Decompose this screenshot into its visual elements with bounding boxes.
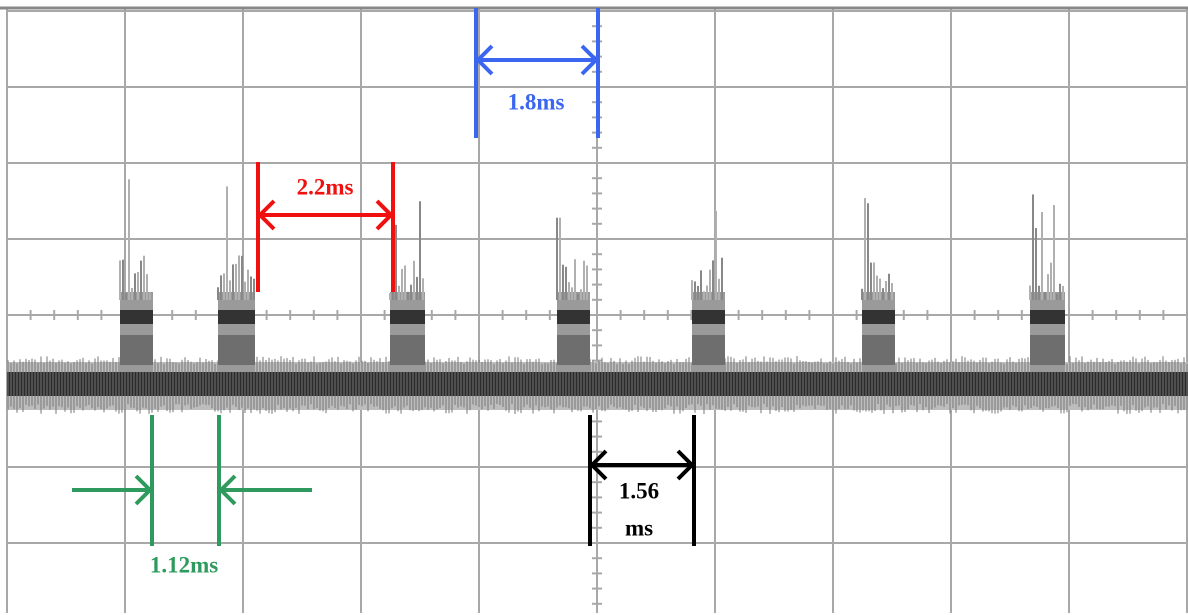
trace-band — [7, 372, 1188, 396]
page: {"annotations": { "blue": {"label": "1.8… — [0, 0, 1188, 615]
burst-mid — [1030, 335, 1065, 365]
burst-mid — [692, 335, 725, 365]
background — [0, 0, 1188, 615]
burst-core — [692, 310, 725, 324]
red-label: 2.2ms — [297, 174, 354, 199]
burst-mid — [218, 335, 255, 365]
blue-label: 1.8ms — [508, 89, 565, 114]
black-label-line: 1.56 — [619, 478, 659, 503]
green-label: 1.12ms — [150, 552, 218, 577]
oscilloscope-screen: 1.8ms 2.2ms 1.56 ms 1.12ms — [0, 0, 1188, 615]
burst-core — [390, 310, 425, 324]
burst-mid — [557, 335, 590, 365]
burst-core — [218, 310, 255, 324]
burst-mid — [120, 335, 153, 365]
burst-mid — [862, 335, 895, 365]
black-label-line: ms — [625, 515, 653, 540]
burst-core — [862, 310, 895, 324]
burst-core — [120, 310, 153, 324]
burst-core — [557, 310, 590, 324]
burst-core — [1030, 310, 1065, 324]
burst-mid — [390, 335, 425, 365]
